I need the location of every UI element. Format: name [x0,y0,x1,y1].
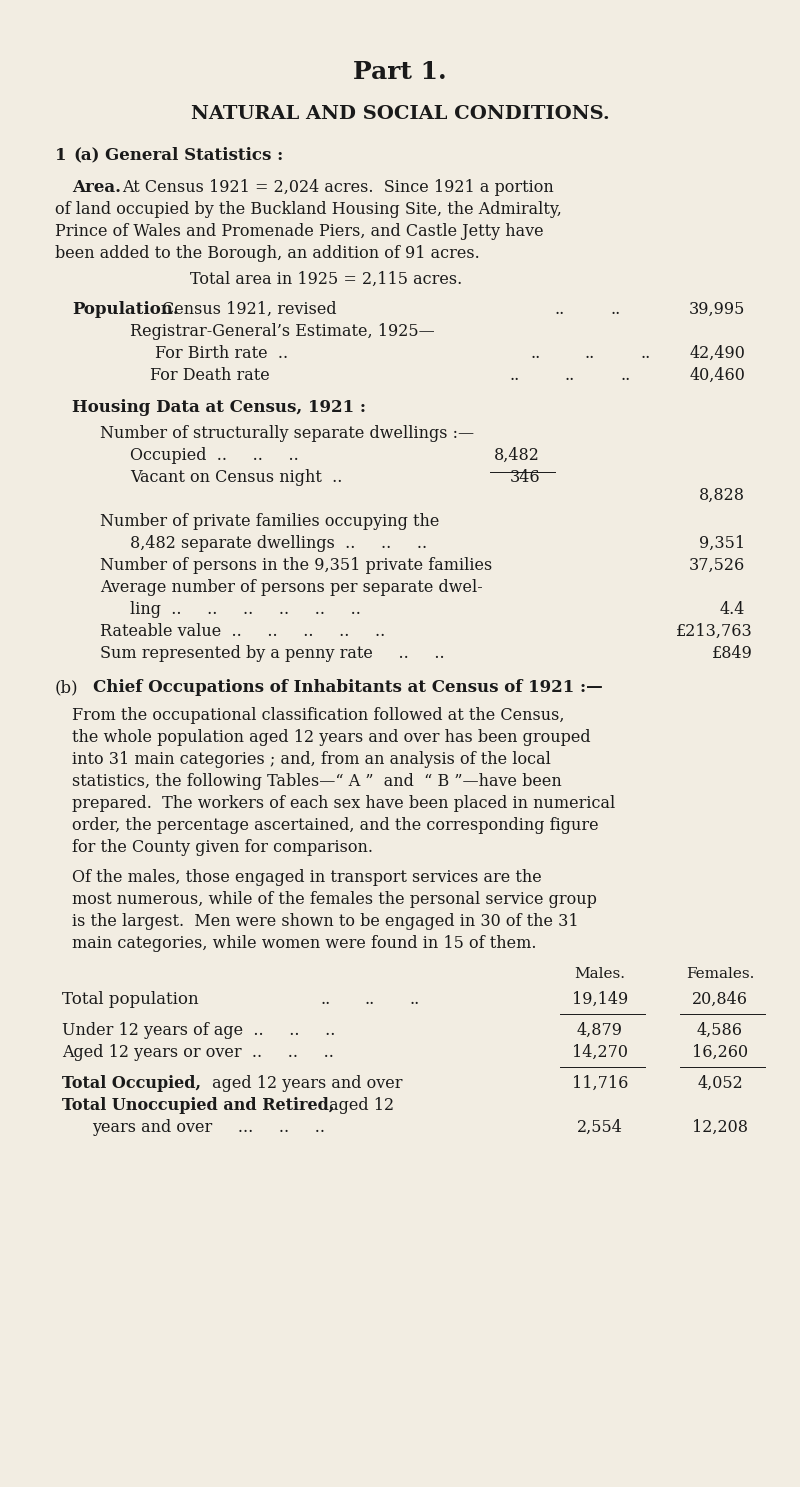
Text: Number of structurally separate dwellings :—: Number of structurally separate dwelling… [100,425,474,442]
Text: For Death rate: For Death rate [150,367,270,384]
Text: ling  ..     ..     ..     ..     ..     ..: ling .. .. .. .. .. .. [130,601,361,619]
Text: From the occupational classification followed at the Census,: From the occupational classification fol… [72,706,565,724]
Text: Number of persons in the 9,351 private families: Number of persons in the 9,351 private f… [100,558,492,574]
Text: ..: .. [610,300,620,318]
Text: Sum represented by a penny rate     ..     ..: Sum represented by a penny rate .. .. [100,645,445,662]
Text: order, the percentage ascertained, and the corresponding figure: order, the percentage ascertained, and t… [72,816,598,834]
Text: 8,828: 8,828 [699,488,745,504]
Text: (a): (a) [73,147,99,164]
Text: 9,351: 9,351 [699,535,745,552]
Text: 1: 1 [55,147,66,164]
Text: ..: .. [320,990,330,1008]
Text: Rateable value  ..     ..     ..     ..     ..: Rateable value .. .. .. .. .. [100,623,386,639]
Text: been added to the Borough, an addition of 91 acres.: been added to the Borough, an addition o… [55,245,480,262]
Text: Prince of Wales and Promenade Piers, and Castle Jetty have: Prince of Wales and Promenade Piers, and… [55,223,544,239]
Text: into 31 main categories ; and, from an analysis of the local: into 31 main categories ; and, from an a… [72,751,551,767]
Text: ..: .. [585,345,595,361]
Text: for the County given for comparison.: for the County given for comparison. [72,839,373,857]
Text: statistics, the following Tables—“ A ”  and  “ B ”—have been: statistics, the following Tables—“ A ” a… [72,773,562,790]
Text: ..: .. [640,345,650,361]
Text: Population.: Population. [72,300,178,318]
Text: For Birth rate  ..: For Birth rate .. [155,345,288,361]
Text: Part 1.: Part 1. [353,59,447,83]
Text: 20,846: 20,846 [692,990,748,1008]
Text: main categories, while women were found in 15 of them.: main categories, while women were found … [72,935,537,952]
Text: Chief Occupations of Inhabitants at Census of 1921 :—: Chief Occupations of Inhabitants at Cens… [93,680,602,696]
Text: £849: £849 [712,645,753,662]
Text: Vacant on Census night  ..: Vacant on Census night .. [130,468,342,486]
Text: is the largest.  Men were shown to be engaged in 30 of the 31: is the largest. Men were shown to be eng… [72,913,578,929]
Text: 39,995: 39,995 [689,300,745,318]
Text: ..: .. [530,345,540,361]
Text: 4.4: 4.4 [720,601,745,619]
Text: 8,482: 8,482 [494,448,540,464]
Text: Occupied  ..     ..     ..: Occupied .. .. .. [130,448,298,464]
Text: £213,763: £213,763 [676,623,753,639]
Text: 2,554: 2,554 [577,1120,623,1136]
Text: 14,270: 14,270 [572,1044,628,1062]
Text: the whole population aged 12 years and over has been grouped: the whole population aged 12 years and o… [72,729,590,746]
Text: most numerous, while of the females the personal service group: most numerous, while of the females the … [72,891,597,909]
Text: ..: .. [510,367,520,384]
Text: 8,482 separate dwellings  ..     ..     ..: 8,482 separate dwellings .. .. .. [130,535,427,552]
Text: Of the males, those engaged in transport services are the: Of the males, those engaged in transport… [72,868,542,886]
Text: 4,052: 4,052 [697,1075,743,1091]
Text: aged 12 years and over: aged 12 years and over [207,1075,402,1091]
Text: of land occupied by the Buckland Housing Site, the Admiralty,: of land occupied by the Buckland Housing… [55,201,562,219]
Text: Total area in 1925 = 2,115 acres.: Total area in 1925 = 2,115 acres. [190,271,462,288]
Text: 11,716: 11,716 [572,1075,628,1091]
Text: ..: .. [555,300,566,318]
Text: ..: .. [365,990,375,1008]
Text: Housing Data at Census, 1921 :: Housing Data at Census, 1921 : [72,399,366,416]
Text: Females.: Females. [686,967,754,981]
Text: At Census 1921 = 2,024 acres.  Since 1921 a portion: At Census 1921 = 2,024 acres. Since 1921… [122,178,554,196]
Text: aged 12: aged 12 [324,1097,394,1114]
Text: Registrar-General’s Estimate, 1925—: Registrar-General’s Estimate, 1925— [130,323,434,341]
Text: General Statistics :: General Statistics : [105,147,283,164]
Text: Number of private families occupying the: Number of private families occupying the [100,513,439,529]
Text: 16,260: 16,260 [692,1044,748,1062]
Text: NATURAL AND SOCIAL CONDITIONS.: NATURAL AND SOCIAL CONDITIONS. [190,106,610,123]
Text: 42,490: 42,490 [689,345,745,361]
Text: Under 12 years of age  ..     ..     ..: Under 12 years of age .. .. .. [62,1022,335,1039]
Text: 346: 346 [510,468,540,486]
Text: Total Unoccupied and Retired,: Total Unoccupied and Retired, [62,1097,334,1114]
Text: Total Occupied,: Total Occupied, [62,1075,201,1091]
Text: 12,208: 12,208 [692,1120,748,1136]
Text: Census 1921, revised: Census 1921, revised [162,300,337,318]
Text: prepared.  The workers of each sex have been placed in numerical: prepared. The workers of each sex have b… [72,796,615,812]
Text: Average number of persons per separate dwel-: Average number of persons per separate d… [100,578,482,596]
Text: 4,879: 4,879 [577,1022,623,1039]
Text: 4,586: 4,586 [697,1022,743,1039]
Text: Area.: Area. [72,178,121,196]
Text: 37,526: 37,526 [689,558,745,574]
Text: ..: .. [565,367,575,384]
Text: ..: .. [410,990,420,1008]
Text: years and over     ...     ..     ..: years and over ... .. .. [92,1120,325,1136]
Text: Aged 12 years or over  ..     ..     ..: Aged 12 years or over .. .. .. [62,1044,334,1062]
Text: ..: .. [620,367,630,384]
Text: Total population: Total population [62,990,198,1008]
Text: Males.: Males. [574,967,626,981]
Text: (b): (b) [55,680,78,696]
Text: 40,460: 40,460 [689,367,745,384]
Text: 19,149: 19,149 [572,990,628,1008]
